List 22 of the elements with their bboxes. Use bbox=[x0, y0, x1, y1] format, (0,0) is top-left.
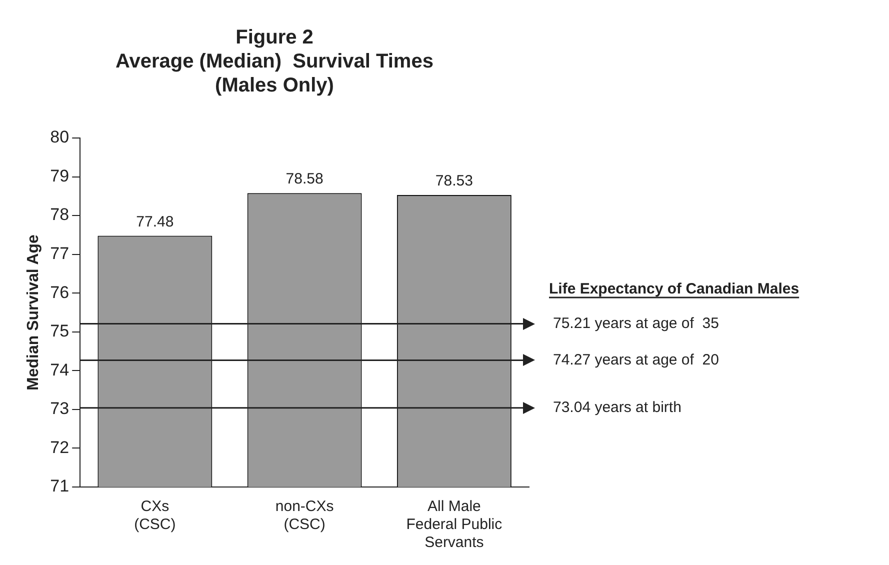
x-tick-label: All Male Federal Public Servants bbox=[406, 498, 503, 552]
ref-line-label: 73.04 years at birth bbox=[553, 399, 682, 416]
ref-line-label: 74.27 years at age of 20 bbox=[553, 351, 719, 368]
y-tick-label: 75 bbox=[50, 322, 70, 341]
y-tick-label: 72 bbox=[50, 438, 70, 457]
x-tick-label: CXs (CSC) bbox=[134, 498, 176, 534]
y-tick-label: 78 bbox=[50, 205, 70, 224]
data-label: 78.58 bbox=[286, 170, 324, 188]
chart-title: Figure 2 Average (Median) Survival Times (Males Only) bbox=[116, 26, 434, 97]
y-axis-title: Median Survival Age bbox=[25, 234, 42, 390]
y-tick-label: 76 bbox=[50, 282, 70, 302]
y-tick-label: 80 bbox=[50, 128, 70, 147]
y-tick-label: 73 bbox=[50, 399, 70, 418]
y-tick-label: 79 bbox=[50, 166, 70, 186]
text: Life Expectancy of Canadian Males bbox=[549, 280, 800, 298]
x-tick-label: non-CXs (CSC) bbox=[275, 498, 334, 534]
y-tick-label: 77 bbox=[50, 244, 70, 264]
data-label: 77.48 bbox=[136, 213, 174, 230]
y-tick-label: 74 bbox=[50, 360, 70, 380]
data-label: 78.53 bbox=[435, 172, 473, 190]
ref-line-label: 75.21 years at age of 35 bbox=[553, 314, 719, 332]
y-tick-label: 71 bbox=[50, 476, 70, 496]
